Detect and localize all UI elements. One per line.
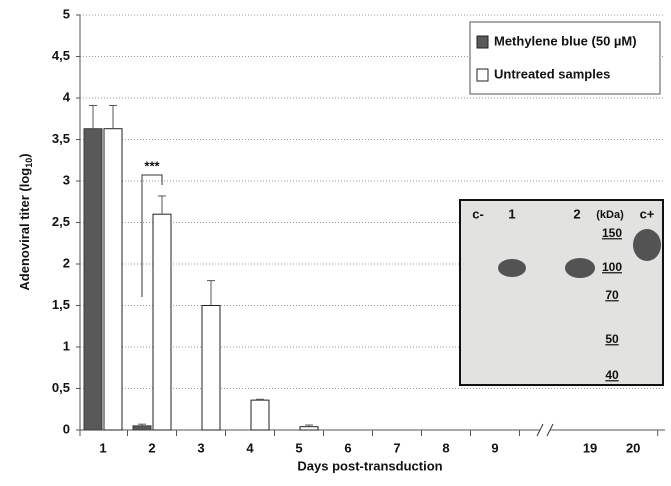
- lane-label: c-: [472, 206, 484, 221]
- y-tick-label: 4,5: [52, 48, 70, 63]
- marker-label: 50: [605, 332, 619, 346]
- x-tick-label: 2: [148, 440, 155, 455]
- legend-swatch: [477, 36, 488, 48]
- chart: Adenoviral titer (log10) Days post-trans…: [0, 0, 671, 481]
- y-tick-label: 2,5: [52, 214, 70, 229]
- inset-box: [460, 200, 663, 385]
- x-tick-label: 7: [393, 440, 400, 455]
- bar: [153, 214, 171, 430]
- x-tick-label: 3: [197, 440, 204, 455]
- lane-label: 2: [573, 206, 580, 221]
- bar: [104, 129, 122, 430]
- y-axis-label: Adenoviral titer (log10): [17, 153, 34, 290]
- marker-label: 70: [605, 288, 619, 302]
- legend-label: Methylene blue (50 µM): [494, 33, 637, 48]
- lane-label: 1: [508, 206, 515, 221]
- x-tick-label: 1: [99, 440, 106, 455]
- x-tick-label: 8: [442, 440, 449, 455]
- marker-label: 100: [602, 260, 622, 274]
- bar: [202, 306, 220, 431]
- y-tick-label: 1,5: [52, 297, 70, 312]
- x-tick-label: 5: [295, 440, 302, 455]
- bar: [84, 129, 102, 430]
- x-tick-label: 19: [583, 440, 597, 455]
- lane-label: (kDa): [596, 209, 624, 221]
- y-tick-label: 4: [63, 89, 71, 104]
- y-tick-label: 1: [63, 338, 70, 353]
- y-tick-label: 0: [63, 421, 70, 436]
- legend-label: Untreated samples: [494, 66, 610, 81]
- bar: [251, 400, 269, 430]
- x-tick-label: 9: [491, 440, 498, 455]
- blot-band: [633, 229, 661, 261]
- legend-swatch: [477, 69, 488, 81]
- y-tick-label: 3,5: [52, 131, 70, 146]
- y-tick-label: 0,5: [52, 380, 70, 395]
- marker-label: 40: [605, 368, 619, 382]
- blot-band: [498, 259, 526, 277]
- bar: [300, 427, 318, 430]
- marker-label: 150: [602, 226, 622, 240]
- y-tick-label: 2: [63, 255, 70, 270]
- x-tick-label: 6: [344, 440, 351, 455]
- y-tick-label: 3: [63, 172, 70, 187]
- x-tick-label: 20: [626, 440, 640, 455]
- x-axis-label: Days post-transduction: [297, 458, 442, 473]
- x-tick-label: 4: [246, 440, 254, 455]
- bar: [133, 426, 151, 430]
- y-tick-label: 5: [63, 6, 70, 21]
- significance-label: ***: [144, 158, 160, 173]
- blot-band: [565, 258, 595, 278]
- lane-label: c+: [640, 206, 655, 221]
